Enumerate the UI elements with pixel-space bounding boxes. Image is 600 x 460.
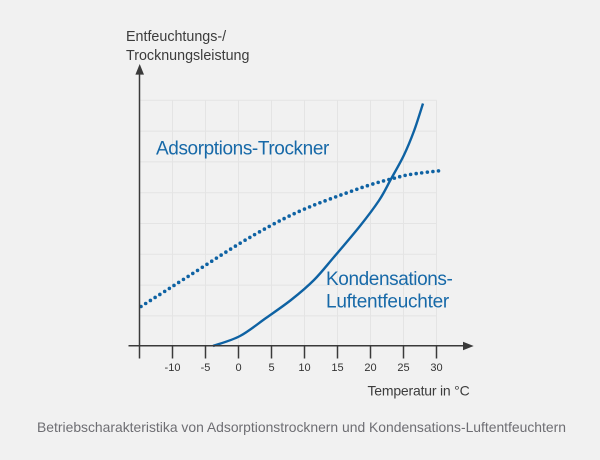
svg-text:0: 0 <box>235 362 241 374</box>
svg-text:Entfeuchtungs-/: Entfeuchtungs-/ <box>126 29 226 45</box>
svg-text:5: 5 <box>268 362 274 374</box>
svg-text:30: 30 <box>430 362 442 374</box>
svg-text:-5: -5 <box>201 362 211 374</box>
svg-text:Kondensations-: Kondensations- <box>326 269 453 290</box>
svg-text:Trocknungsleistung: Trocknungsleistung <box>126 48 249 64</box>
svg-text:-10: -10 <box>165 362 181 374</box>
svg-text:25: 25 <box>397 362 409 374</box>
svg-text:Betriebscharakteristika von Ad: Betriebscharakteristika von Adsorptionst… <box>37 419 566 435</box>
svg-text:Adsorptions-Trockner: Adsorptions-Trockner <box>156 139 330 160</box>
svg-text:15: 15 <box>331 362 343 374</box>
svg-text:Temperatur in °C: Temperatur in °C <box>368 383 470 399</box>
svg-text:20: 20 <box>364 362 376 374</box>
svg-text:10: 10 <box>298 362 310 374</box>
svg-text:Luftentfeuchter: Luftentfeuchter <box>326 292 450 313</box>
